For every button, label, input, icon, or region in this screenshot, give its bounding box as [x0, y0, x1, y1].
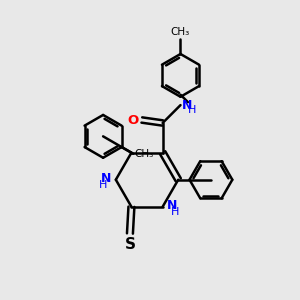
- Text: H: H: [171, 207, 179, 217]
- Text: O: O: [127, 113, 138, 127]
- Text: S: S: [124, 237, 135, 252]
- Text: H: H: [188, 105, 196, 115]
- Text: CH₃: CH₃: [135, 149, 154, 159]
- Text: N: N: [182, 99, 192, 112]
- Text: N: N: [101, 172, 111, 185]
- Text: CH₃: CH₃: [171, 27, 190, 37]
- Text: H: H: [99, 180, 107, 190]
- Text: N: N: [167, 199, 178, 212]
